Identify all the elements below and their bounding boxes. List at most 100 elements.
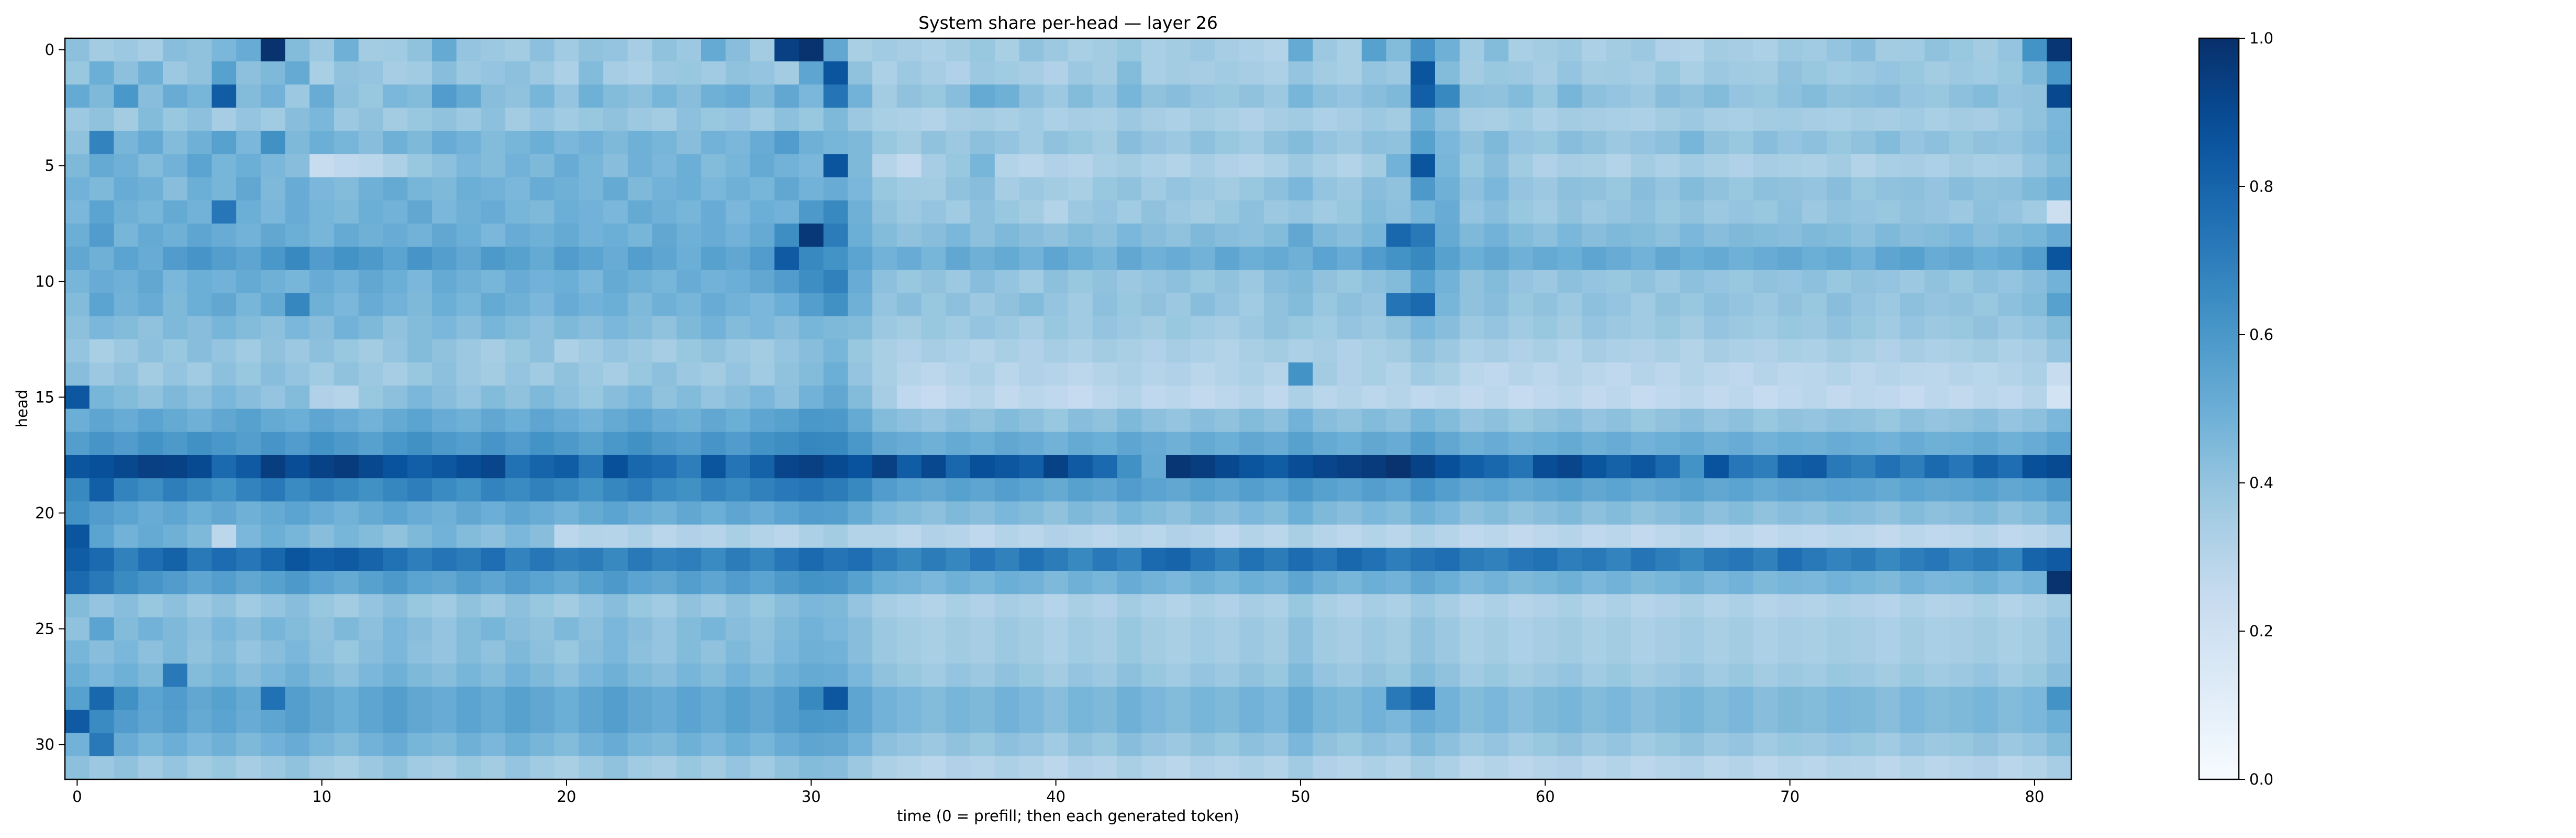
heatmap-cell (358, 455, 384, 479)
heatmap-cell (1826, 362, 1852, 386)
heatmap-cell (162, 432, 188, 456)
heatmap-cell (1313, 38, 1338, 62)
heatmap-cell (1582, 617, 1607, 641)
heatmap-cell (1019, 339, 1044, 363)
heatmap-cell (1141, 710, 1167, 734)
heatmap-cell (994, 733, 1020, 757)
heatmap-cell (1655, 687, 1680, 710)
heatmap-cell (1386, 617, 1411, 641)
heatmap-cell (1630, 84, 1656, 108)
heatmap-cell (603, 154, 628, 178)
heatmap-cell (1165, 293, 1191, 317)
heatmap-cell (1778, 455, 1803, 479)
heatmap-cell (1215, 733, 1240, 757)
heatmap-cell (2047, 84, 2072, 108)
heatmap-cell (1092, 733, 1118, 757)
heatmap-cell (212, 362, 237, 386)
heatmap-cell (1215, 571, 1240, 594)
heatmap-cell (627, 710, 653, 734)
heatmap-cell (725, 270, 751, 294)
heatmap-cell (1949, 524, 1974, 548)
heatmap-cell (529, 339, 555, 363)
heatmap-cell (309, 38, 335, 62)
heatmap-cell (334, 316, 359, 340)
heatmap-cell (1386, 293, 1411, 317)
heatmap-cell (701, 362, 726, 386)
heatmap-cell (1435, 756, 1460, 780)
heatmap-cell (1190, 756, 1215, 780)
heatmap-cell (407, 223, 432, 247)
heatmap-cell (1826, 733, 1852, 757)
heatmap-cell (823, 478, 849, 502)
heatmap-cell (701, 617, 726, 641)
heatmap-cell (1459, 246, 1485, 270)
heatmap-cell (1582, 270, 1607, 294)
heatmap-cell (1997, 270, 2023, 294)
heatmap-cell (554, 409, 579, 433)
heatmap-cell (627, 84, 653, 108)
heatmap-cell (921, 223, 946, 247)
heatmap-cell (1068, 710, 1093, 734)
heatmap-cell (1900, 594, 1925, 618)
heatmap-cell (1215, 38, 1240, 62)
heatmap-cell (774, 385, 800, 410)
heatmap-cell (1900, 84, 1925, 108)
heatmap-cell (774, 107, 800, 131)
heatmap-cell (1043, 316, 1069, 340)
heatmap-cell (1630, 547, 1656, 571)
heatmap-cell (162, 362, 188, 386)
heatmap-cell (456, 756, 482, 780)
heatmap-cell (334, 154, 359, 178)
heatmap-cell (1973, 640, 1998, 664)
heatmap-cell (1802, 246, 1827, 270)
heatmap-cell (579, 432, 604, 456)
heatmap-cell (1068, 571, 1093, 594)
heatmap-cell (872, 756, 897, 780)
heatmap-cell (334, 107, 359, 131)
heatmap-cell (1435, 84, 1460, 108)
heatmap-cell (1068, 223, 1093, 247)
heatmap-cell (2047, 61, 2072, 85)
heatmap-cell (872, 432, 897, 456)
heatmap-cell (1435, 270, 1460, 294)
heatmap-cell (1753, 571, 1778, 594)
heatmap-cell (1019, 38, 1044, 62)
heatmap-cell (970, 640, 995, 664)
heatmap-cell (431, 687, 457, 710)
heatmap-cell (212, 710, 237, 734)
heatmap-cell (1875, 455, 1901, 479)
heatmap-cell (603, 756, 628, 780)
heatmap-cell (505, 385, 530, 410)
heatmap-cell (1459, 432, 1485, 456)
heatmap-cell (1141, 663, 1167, 687)
heatmap-cell (1263, 130, 1289, 155)
heatmap-cell (1263, 270, 1289, 294)
heatmap-cell (1190, 524, 1215, 548)
heatmap-cell (187, 756, 212, 780)
heatmap-cell (1533, 710, 1558, 734)
heatmap-cell (1215, 270, 1240, 294)
heatmap-cell (89, 246, 115, 270)
heatmap-cell (750, 571, 775, 594)
heatmap-cell (1606, 594, 1631, 618)
heatmap-cell (994, 246, 1020, 270)
heatmap-cell (1337, 547, 1362, 571)
heatmap-cell (798, 107, 824, 131)
heatmap-cell (872, 362, 897, 386)
heatmap-cell (1337, 130, 1362, 155)
heatmap-cell (1875, 385, 1901, 410)
heatmap-cell (1753, 154, 1778, 178)
heatmap-cell (456, 246, 482, 270)
heatmap-cell (1165, 246, 1191, 270)
heatmap-cell (1680, 733, 1705, 757)
heatmap-cell (1997, 524, 2023, 548)
heatmap-cell (1533, 571, 1558, 594)
heatmap-cell (921, 455, 946, 479)
heatmap-cell (896, 687, 922, 710)
heatmap-cell (798, 547, 824, 571)
heatmap-cell (627, 756, 653, 780)
heatmap-cell (1484, 385, 1509, 410)
y-tick-label: 0 (45, 41, 54, 59)
heatmap-cell (1557, 385, 1582, 410)
heatmap-cell (285, 200, 310, 224)
